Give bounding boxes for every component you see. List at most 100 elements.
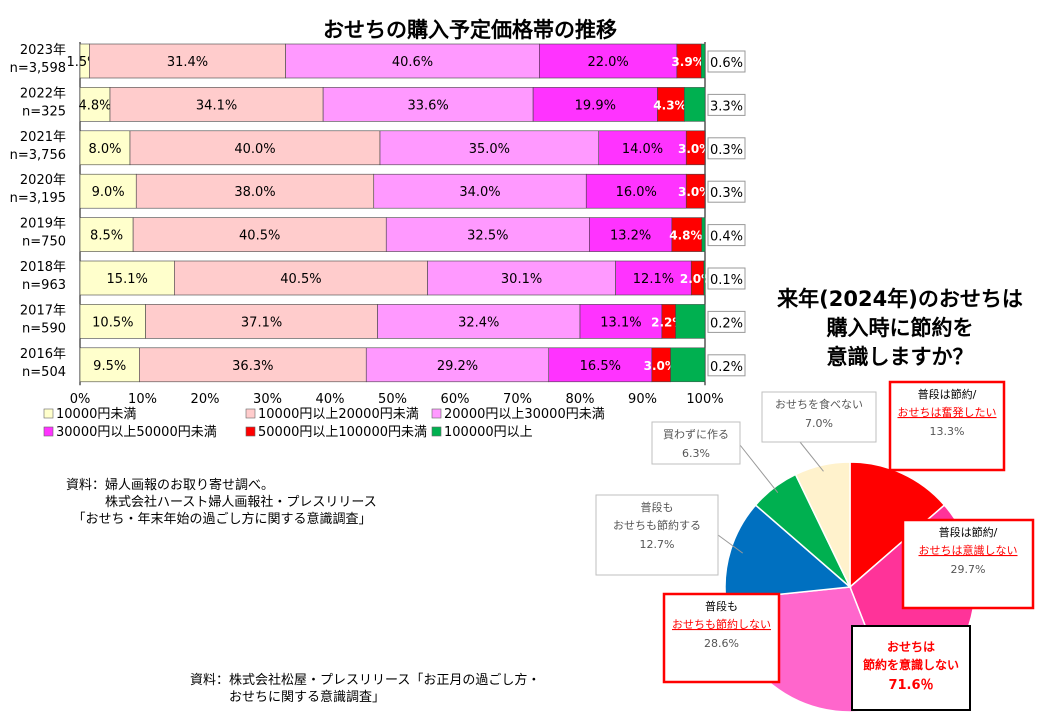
bar-value-label: 32.4% xyxy=(458,315,499,330)
bar-value-label: 4.8% xyxy=(669,229,702,243)
source-note-2: 資料：株式会社松屋・プレスリリース「お正月の過ごし方・ おせちに関する意識調査」 xyxy=(190,673,541,705)
bar-callout-box xyxy=(707,267,746,290)
x-tick-label: 90% xyxy=(628,392,657,407)
category-label-n: n=3,598 xyxy=(10,61,66,76)
bar-value-label: 35.0% xyxy=(469,142,510,157)
pie-label-box xyxy=(651,421,741,465)
bar-segment xyxy=(598,130,687,166)
bar-callout-box xyxy=(707,93,746,116)
bar-segment xyxy=(79,347,140,383)
bar-segment xyxy=(701,43,706,79)
bar-segment xyxy=(139,347,367,383)
legend-label: 100000円以上 xyxy=(444,425,533,440)
bar-segment xyxy=(385,217,590,252)
category-label-year: 2023年 xyxy=(20,43,66,58)
bar-segment xyxy=(145,304,378,339)
bar-value-label: 3.0% xyxy=(678,185,711,199)
pie-label-pct: 12.7% xyxy=(640,538,675,551)
pie-leader-line xyxy=(739,444,779,494)
category-label-year: 2022年 xyxy=(20,86,66,101)
bar-value-label: 0.3% xyxy=(710,186,743,201)
pie-leader-line xyxy=(717,534,744,554)
pie-slice xyxy=(794,461,851,588)
bar-value-label: 9.0% xyxy=(92,185,125,200)
pie-slice xyxy=(849,461,946,589)
bar-segment xyxy=(132,217,387,252)
legend-swatch xyxy=(43,426,54,437)
bar-value-label: 8.0% xyxy=(88,142,121,157)
pie-label-main: おせちは奮発したい xyxy=(898,405,997,419)
legend-swatch xyxy=(43,408,54,419)
bar-value-label: 3.9% xyxy=(671,55,704,69)
bar-segment xyxy=(79,217,134,252)
bar-segment xyxy=(589,217,673,252)
bar-value-label: 40.0% xyxy=(234,142,275,157)
category-label-n: n=963 xyxy=(22,278,66,293)
bar-segment xyxy=(79,87,111,122)
pie-label-pct: 28.6% xyxy=(704,637,739,650)
legend-swatch xyxy=(431,426,442,437)
pie-summary-line-1: おせちは xyxy=(887,640,935,654)
bar-value-label: 33.6% xyxy=(407,98,448,113)
pie-label-pct: 7.0% xyxy=(805,417,833,430)
pie-label-box xyxy=(761,391,877,443)
category-label-n: n=3,756 xyxy=(10,148,66,163)
bar-value-label: 19.9% xyxy=(575,98,616,113)
pie-label-main: おせちも節約する xyxy=(613,518,701,532)
bar-value-label: 40.5% xyxy=(239,229,280,244)
legend-swatch xyxy=(431,408,442,419)
bar-segment xyxy=(79,130,131,166)
bar-segment xyxy=(579,304,663,339)
pie-title-line: 来年(2024年)のおせちは xyxy=(777,287,1023,311)
bar-segment xyxy=(135,173,375,209)
bar-callout-box xyxy=(707,354,746,377)
bar-value-label: 29.2% xyxy=(437,359,478,374)
x-tick-label: 0% xyxy=(70,392,91,407)
category-label-year: 2021年 xyxy=(20,130,66,145)
category-label-year: 2018年 xyxy=(20,260,66,275)
legend-swatch xyxy=(245,408,256,419)
bar-segment xyxy=(684,87,706,122)
pie-label-top: 普段も xyxy=(705,599,738,613)
x-tick-label: 60% xyxy=(441,392,470,407)
bar-value-label: 0.6% xyxy=(710,56,743,71)
pie-chart-title: 来年(2024年)のおせちは 購入時に節約を 意識しますか？ xyxy=(735,285,1040,372)
pie-summary-line-2: 節約を意識しない xyxy=(863,657,959,672)
pie-title-line: 購入時に節約を xyxy=(826,316,974,340)
bar-value-label: 9.5% xyxy=(93,359,126,374)
category-label-n: n=590 xyxy=(22,321,66,336)
bar-chart-title: おせちの購入予定価格帯の推移 xyxy=(323,18,617,42)
bar-segment xyxy=(539,43,678,79)
legend-label: 10000円未満 xyxy=(56,407,136,422)
bar-segment xyxy=(427,260,616,296)
pie-leader-line xyxy=(799,441,824,472)
category-label-year: 2017年 xyxy=(20,303,66,318)
pie-label-box xyxy=(901,518,1035,610)
bar-value-label: 3.0% xyxy=(678,142,711,156)
bar-value-label: 15.1% xyxy=(107,272,148,287)
x-tick-label: 20% xyxy=(191,392,220,407)
x-tick-label: 50% xyxy=(378,392,407,407)
bar-segment xyxy=(548,347,653,383)
bar-segment xyxy=(675,304,706,339)
pie-summary-box xyxy=(851,625,971,711)
bar-segment xyxy=(373,173,587,209)
bar-callout-box xyxy=(707,50,746,73)
bar-value-label: 34.0% xyxy=(459,185,500,200)
bar-value-label: 0.2% xyxy=(710,360,743,375)
pie-label-pct: 6.3% xyxy=(682,447,710,460)
bar-value-label: 8.5% xyxy=(90,229,123,244)
pie-label-top: 普段は節約/ xyxy=(918,387,977,401)
bar-value-label: 3.3% xyxy=(710,99,743,114)
bar-segment xyxy=(701,217,706,252)
pie-label-box xyxy=(888,380,1006,472)
bar-value-label: 16.0% xyxy=(616,185,657,200)
bar-value-label: 0.4% xyxy=(710,230,743,245)
bar-value-label: 0.3% xyxy=(710,143,743,158)
legend-label: 20000円以上30000円未満 xyxy=(444,407,605,422)
pie-summary-pct: 71.6％ xyxy=(888,678,933,693)
bar-segment xyxy=(79,304,146,339)
bar-segment xyxy=(657,87,685,122)
category-label-n: n=504 xyxy=(22,365,66,380)
pie-label-box xyxy=(662,592,781,684)
